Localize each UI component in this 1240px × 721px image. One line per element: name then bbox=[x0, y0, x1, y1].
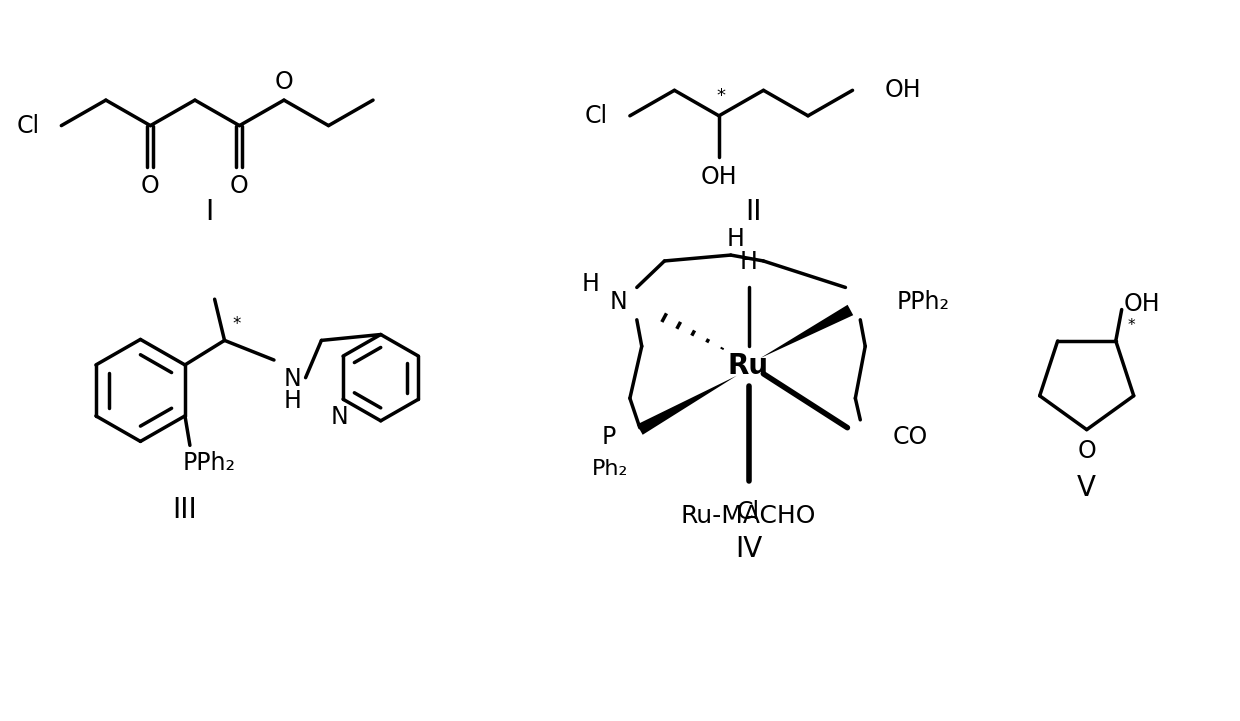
Text: N: N bbox=[284, 367, 301, 391]
Text: N: N bbox=[609, 290, 627, 314]
Text: *: * bbox=[717, 87, 725, 105]
Text: OH: OH bbox=[701, 164, 738, 189]
Text: *: * bbox=[232, 315, 241, 332]
Text: Cl: Cl bbox=[737, 500, 760, 524]
Text: CO: CO bbox=[893, 425, 929, 449]
Text: IV: IV bbox=[735, 535, 763, 563]
Text: V: V bbox=[1078, 474, 1096, 503]
Text: P: P bbox=[601, 425, 616, 449]
Text: O: O bbox=[274, 71, 294, 94]
Text: I: I bbox=[206, 198, 213, 226]
Text: O: O bbox=[1078, 439, 1096, 463]
Text: OH: OH bbox=[1123, 292, 1161, 316]
Text: N: N bbox=[330, 405, 348, 429]
Text: Ph₂: Ph₂ bbox=[591, 459, 629, 479]
Text: *: * bbox=[1127, 318, 1136, 333]
Text: Ru-MACHO: Ru-MACHO bbox=[681, 504, 816, 528]
Text: Cl: Cl bbox=[16, 114, 40, 138]
Text: PPh₂: PPh₂ bbox=[182, 451, 236, 475]
Text: Ru: Ru bbox=[728, 352, 769, 380]
Text: H: H bbox=[739, 250, 758, 274]
Text: O: O bbox=[231, 174, 249, 198]
Text: III: III bbox=[172, 496, 197, 524]
Text: PPh₂: PPh₂ bbox=[897, 290, 950, 314]
Polygon shape bbox=[637, 376, 737, 435]
Text: H: H bbox=[284, 389, 301, 413]
Text: O: O bbox=[141, 174, 160, 198]
Polygon shape bbox=[760, 305, 853, 358]
Text: OH: OH bbox=[884, 79, 921, 102]
Text: Cl: Cl bbox=[585, 104, 608, 128]
Text: H: H bbox=[727, 227, 745, 252]
Text: II: II bbox=[745, 198, 761, 226]
Text: H: H bbox=[582, 273, 599, 296]
